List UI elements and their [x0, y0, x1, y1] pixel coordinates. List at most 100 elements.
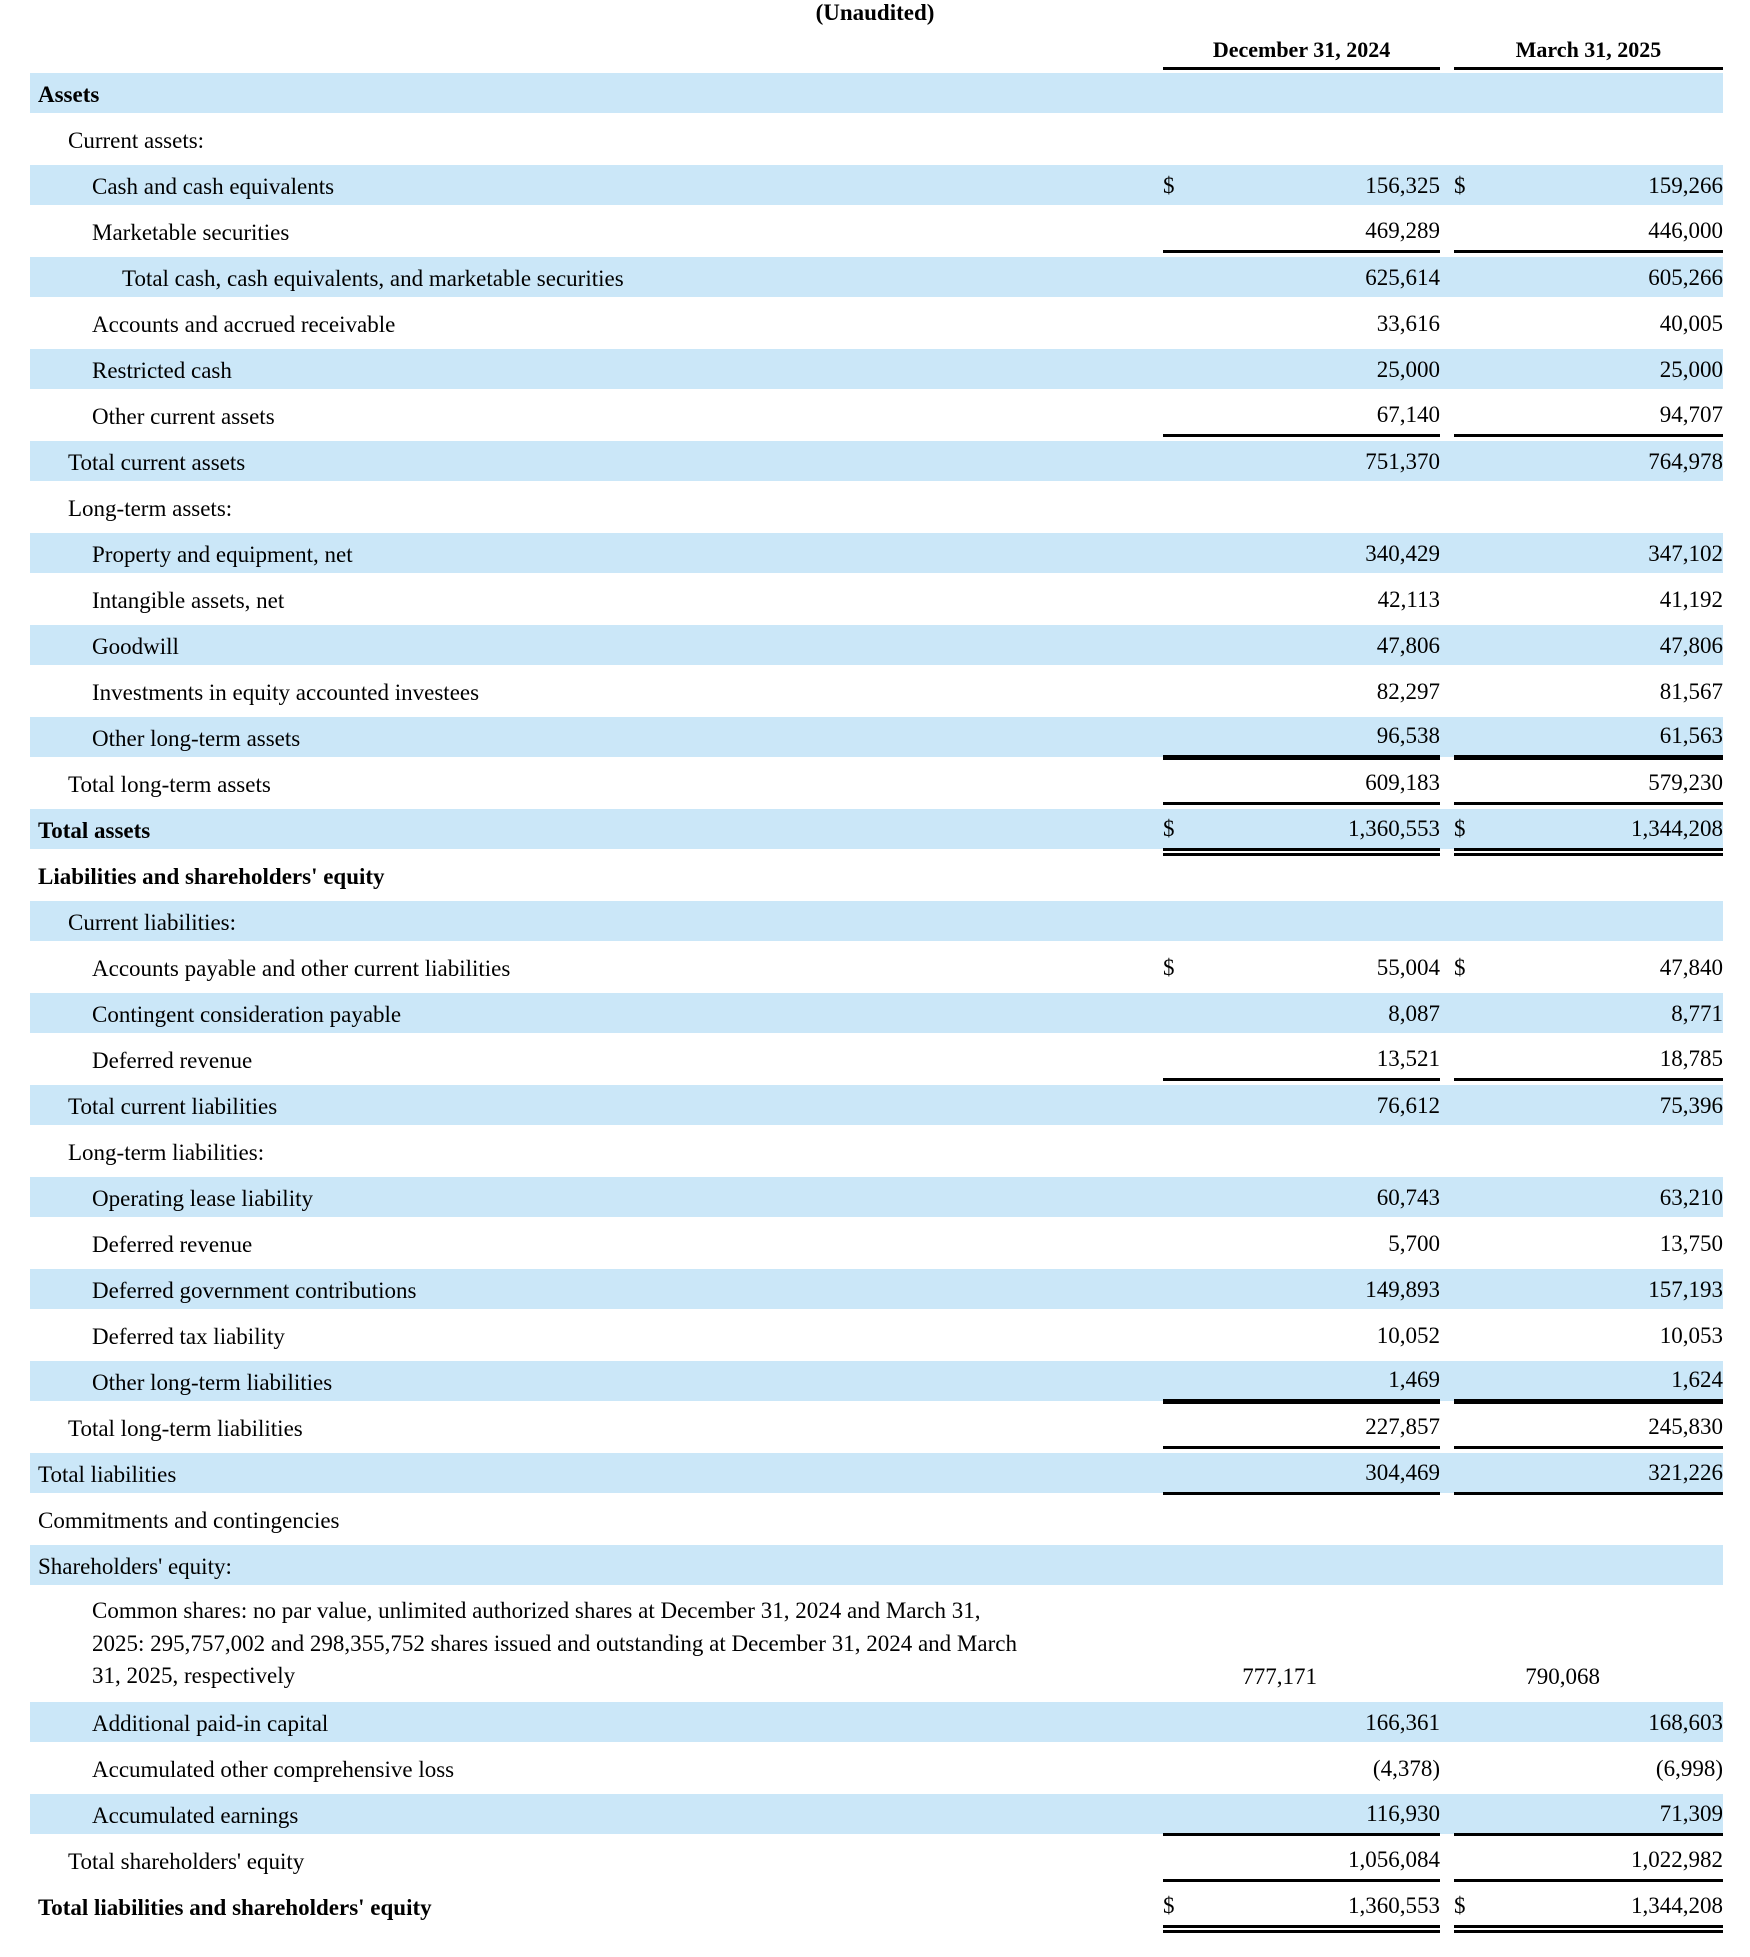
- value-cell-dec-31-2024: 82,297: [1163, 677, 1440, 711]
- amount: 40,005: [1659, 311, 1723, 337]
- amount: 790,068: [1525, 1664, 1600, 1690]
- row-label: Common shares: no par value, unlimited a…: [92, 1598, 1017, 1689]
- value-cell-dec-31-2024: [1163, 155, 1440, 159]
- value-cell-mar-31-2025: 347,102: [1454, 539, 1723, 573]
- value-cell-mar-31-2025: 41,192: [1454, 585, 1723, 619]
- amount: (4,378): [1372, 1756, 1440, 1782]
- value-cell-mar-31-2025: [1454, 1535, 1723, 1539]
- value-cell-mar-31-2025: 94,707: [1454, 400, 1723, 437]
- page-title: (Unaudited): [815, 0, 935, 25]
- amount: 166,361: [1365, 1710, 1440, 1736]
- table-row: Total long-term assets 609,183 579,230: [30, 760, 1723, 806]
- table-row: Current assets:: [30, 116, 1723, 162]
- amount: 25,000: [1659, 357, 1723, 383]
- value-cell-dec-31-2024: 469,289: [1163, 216, 1440, 253]
- row-label: Current liabilities:: [68, 910, 236, 936]
- amount: 605,266: [1648, 265, 1723, 291]
- value-cell-mar-31-2025: $ 1,344,208: [1454, 1891, 1723, 1933]
- table-row: Other current assets 67,140 94,707: [30, 392, 1723, 438]
- amount: 47,806: [1659, 633, 1723, 659]
- table-row: Contingent consideration payable 8,087 8…: [30, 990, 1723, 1036]
- amount: 1,344,208: [1631, 816, 1723, 842]
- value-cell-dec-31-2024: 751,370: [1163, 447, 1440, 481]
- amount: 55,004: [1376, 955, 1440, 981]
- table-row: Long-term liabilities:: [30, 1128, 1723, 1174]
- row-label: Commitments and contingencies: [38, 1508, 340, 1534]
- table-row: Deferred revenue 5,700 13,750: [30, 1220, 1723, 1266]
- value-cell-mar-31-2025: 605,266: [1454, 263, 1723, 297]
- table-row: Liabilities and shareholders' equity: [30, 852, 1723, 898]
- amount: 47,840: [1659, 955, 1723, 981]
- value-cell-dec-31-2024: 625,614: [1163, 263, 1440, 297]
- value-cell-mar-31-2025: [1454, 1581, 1723, 1585]
- value-cell-mar-31-2025: $ 47,840: [1454, 953, 1723, 987]
- table-row: Deferred revenue 13,521 18,785: [30, 1036, 1723, 1082]
- row-label: Long-term liabilities:: [68, 1140, 265, 1166]
- value-cell-mar-31-2025: 10,053: [1454, 1321, 1723, 1355]
- value-cell-dec-31-2024: 5,700: [1163, 1229, 1440, 1263]
- row-label: Intangible assets, net: [92, 588, 285, 614]
- row-label: Total current liabilities: [68, 1094, 278, 1120]
- value-cell-mar-31-2025: 75,396: [1454, 1091, 1723, 1125]
- amount: 751,370: [1365, 449, 1440, 475]
- value-cell-dec-31-2024: [1163, 891, 1440, 895]
- value-cell-dec-31-2024: 777,171: [1040, 1662, 1317, 1696]
- amount: 61,563: [1659, 723, 1723, 749]
- value-cell-dec-31-2024: 609,183: [1163, 768, 1440, 805]
- value-cell-dec-31-2024: 67,140: [1163, 400, 1440, 437]
- value-cell-mar-31-2025: 71,309: [1454, 1799, 1723, 1836]
- amount: 469,289: [1365, 218, 1440, 244]
- table-row: Current liabilities:: [30, 898, 1723, 944]
- value-cell-dec-31-2024: 60,743: [1163, 1183, 1440, 1217]
- amount: 96,538: [1376, 723, 1440, 749]
- value-cell-dec-31-2024: 1,469: [1163, 1365, 1440, 1404]
- amount: 168,603: [1648, 1710, 1723, 1736]
- value-cell-mar-31-2025: 40,005: [1454, 309, 1723, 343]
- amount: 625,614: [1365, 265, 1440, 291]
- value-cell-mar-31-2025: 63,210: [1454, 1183, 1723, 1217]
- column-header-mar-31-2025: March 31, 2025: [1454, 37, 1723, 70]
- currency-symbol: $: [1163, 1893, 1175, 1919]
- value-cell-mar-31-2025: $ 159,266: [1454, 171, 1723, 205]
- value-cell-mar-31-2025: $ 1,344,208: [1454, 814, 1723, 856]
- value-cell-mar-31-2025: 168,603: [1454, 1708, 1723, 1742]
- row-label: Accumulated earnings: [92, 1803, 299, 1829]
- value-cell-mar-31-2025: 13,750: [1454, 1229, 1723, 1263]
- amount: 10,053: [1659, 1323, 1723, 1349]
- row-label: Assets: [38, 82, 100, 108]
- value-cell-dec-31-2024: 304,469: [1163, 1458, 1440, 1495]
- row-label: Total long-term liabilities: [68, 1416, 303, 1442]
- value-cell-dec-31-2024: 166,361: [1163, 1708, 1440, 1742]
- amount: (6,998): [1655, 1756, 1723, 1782]
- value-cell-dec-31-2024: 10,052: [1163, 1321, 1440, 1355]
- amount: 47,806: [1376, 633, 1440, 659]
- table-row: Accumulated other comprehensive loss (4,…: [30, 1745, 1723, 1791]
- value-cell-mar-31-2025: [1454, 155, 1723, 159]
- row-label: Other current assets: [92, 404, 275, 430]
- row-label: Deferred revenue: [92, 1232, 253, 1258]
- row-label: Goodwill: [92, 634, 179, 660]
- value-cell-mar-31-2025: 764,978: [1454, 447, 1723, 481]
- row-label: Long-term assets:: [68, 496, 233, 522]
- amount: 8,087: [1388, 1001, 1440, 1027]
- row-label: Cash and cash equivalents: [92, 174, 335, 200]
- row-label: Restricted cash: [92, 358, 232, 384]
- currency-symbol: $: [1454, 1893, 1466, 1919]
- value-cell-dec-31-2024: [1163, 1167, 1440, 1171]
- amount: 60,743: [1376, 1185, 1440, 1211]
- value-cell-mar-31-2025: 321,226: [1454, 1458, 1723, 1495]
- value-cell-mar-31-2025: 245,830: [1454, 1412, 1723, 1449]
- table-row: Other long-term liabilities 1,469 1,624: [30, 1358, 1723, 1404]
- value-cell-mar-31-2025: 8,771: [1454, 999, 1723, 1033]
- row-label: Investments in equity accounted investee…: [92, 680, 480, 706]
- amount: 777,171: [1242, 1664, 1317, 1690]
- value-cell-dec-31-2024: [1163, 1535, 1440, 1539]
- amount: 1,344,208: [1631, 1893, 1723, 1919]
- value-cell-mar-31-2025: 18,785: [1454, 1044, 1723, 1081]
- value-cell-mar-31-2025: [1454, 891, 1723, 895]
- row-label: Accounts and accrued receivable: [92, 312, 396, 338]
- amount: 446,000: [1648, 218, 1723, 244]
- row-label: Total liabilities: [38, 1462, 177, 1488]
- value-cell-dec-31-2024: [1163, 1581, 1440, 1585]
- column-header-row: December 31, 2024 March 31, 2025: [30, 30, 1723, 70]
